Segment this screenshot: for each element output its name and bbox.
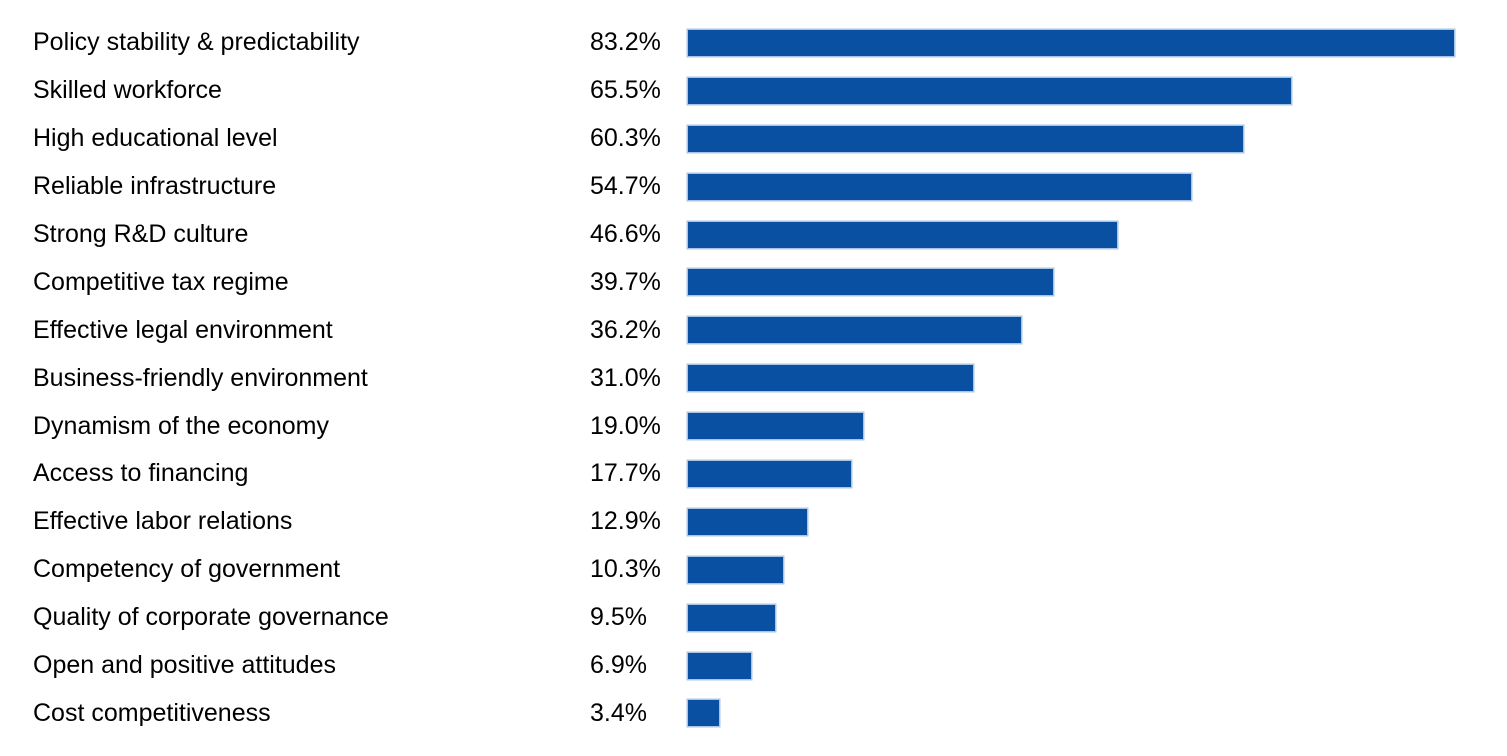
- value-label: 10.3%: [590, 555, 661, 584]
- bar-track: [688, 221, 1507, 248]
- bar-track: [688, 365, 1507, 392]
- chart-row: Reliable infrastructure 54.7%: [0, 163, 1507, 211]
- chart-row: Policy stability & predictability 83.2%: [0, 19, 1507, 67]
- value-label: 31.0%: [590, 363, 661, 392]
- bar-track: [688, 269, 1507, 296]
- chart-row: Effective labor relations 12.9%: [0, 498, 1507, 546]
- category-label: High educational level: [33, 126, 278, 152]
- bar-track: [688, 652, 1507, 679]
- value-label: 6.9%: [590, 651, 647, 680]
- category-label: Competitive tax regime: [33, 269, 289, 295]
- value-label: 36.2%: [590, 315, 661, 344]
- bar: [688, 365, 974, 392]
- bar-track: [688, 508, 1507, 535]
- bar: [688, 508, 807, 535]
- value-label: 83.2%: [590, 28, 661, 57]
- bar-track: [688, 173, 1507, 200]
- bar: [688, 29, 1454, 56]
- category-label: Access to financing: [33, 461, 249, 487]
- category-label: Strong R&D culture: [33, 222, 249, 247]
- value-label: 17.7%: [590, 459, 661, 488]
- value-label: 12.9%: [590, 507, 661, 536]
- chart-row: Cost competitiveness 3.4%: [0, 689, 1507, 737]
- category-label: Dynamism of the economy: [33, 413, 329, 439]
- bar: [688, 77, 1291, 104]
- bar: [688, 556, 783, 583]
- chart-row: Business-friendly environment 31.0%: [0, 354, 1507, 402]
- category-label: Effective labor relations: [33, 509, 293, 535]
- category-label: Cost competitiveness: [33, 700, 271, 726]
- bar: [688, 460, 851, 487]
- category-label: Policy stability & predictability: [33, 30, 360, 56]
- bar-track: [688, 604, 1507, 631]
- bar-track: [688, 700, 1507, 727]
- bar: [688, 317, 1022, 344]
- chart-row: Quality of corporate governance 9.5%: [0, 594, 1507, 642]
- bar-track: [688, 413, 1507, 440]
- value-label: 19.0%: [590, 411, 661, 440]
- bar-track: [688, 77, 1507, 104]
- bar: [688, 221, 1117, 248]
- bar-track: [688, 460, 1507, 487]
- value-label: 46.6%: [590, 220, 661, 248]
- value-label: 9.5%: [590, 603, 647, 632]
- bar: [688, 652, 752, 679]
- category-label: Quality of corporate governance: [33, 605, 389, 631]
- bar: [688, 604, 776, 631]
- bar-track: [688, 317, 1507, 344]
- bar: [688, 125, 1243, 152]
- value-label: 60.3%: [590, 124, 661, 153]
- value-label: 65.5%: [590, 76, 661, 105]
- value-label: 39.7%: [590, 267, 661, 296]
- chart-row: Access to financing 17.7%: [0, 450, 1507, 498]
- category-label: Effective legal environment: [33, 317, 333, 343]
- chart-row: Competency of government 10.3%: [0, 546, 1507, 594]
- category-label: Competency of government: [33, 557, 341, 583]
- chart-row: Competitive tax regime 39.7%: [0, 258, 1507, 306]
- chart-row: Effective legal environment 36.2%: [0, 306, 1507, 354]
- category-label: Business-friendly environment: [33, 365, 368, 391]
- chart-row: Dynamism of the economy 19.0%: [0, 402, 1507, 450]
- bar: [688, 269, 1054, 296]
- bar: [688, 413, 863, 440]
- value-label: 54.7%: [590, 172, 661, 201]
- bar-track: [688, 125, 1507, 152]
- bar-track: [688, 29, 1507, 56]
- category-label: Reliable infrastructure: [33, 174, 277, 200]
- bar: [688, 700, 720, 727]
- bar-track: [688, 556, 1507, 583]
- value-label: 3.4%: [590, 698, 647, 727]
- bar: [688, 173, 1192, 200]
- chart-row: Skilled workforce 65.5%: [0, 67, 1507, 115]
- chart-row: Strong R&D culture 46.6%: [0, 211, 1507, 259]
- chart-row: Open and positive attitudes 6.9%: [0, 642, 1507, 690]
- category-label: Open and positive attitudes: [33, 653, 336, 679]
- category-label: Skilled workforce: [33, 78, 222, 104]
- chart-row: High educational level 60.3%: [0, 115, 1507, 163]
